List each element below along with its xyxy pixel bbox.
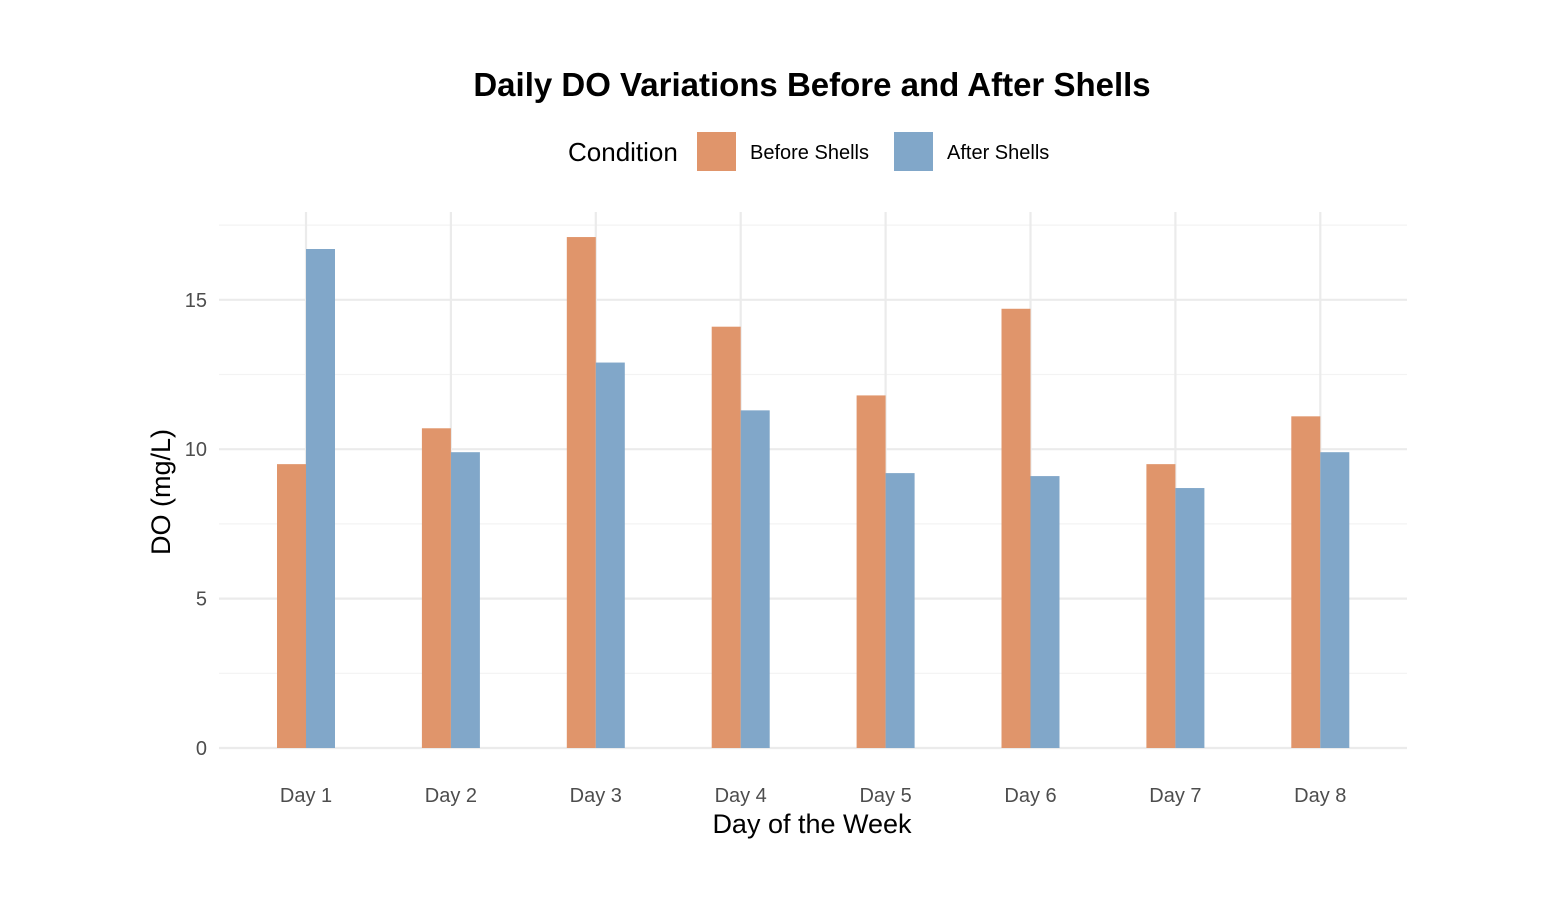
bar-before-shells [856,395,886,748]
bar-before-shells [421,428,451,748]
legend: Condition Before Shells After Shells [568,132,1049,171]
bar-after-shells [885,473,915,748]
bar-after-shells [1320,452,1350,748]
legend-swatch-before-shells [697,132,736,171]
y-axis-ticks: 0 5 10 15 [185,290,207,760]
bar-after-shells [595,362,625,748]
bar-before-shells [277,464,306,748]
x-tick-label: Day 5 [859,785,911,807]
legend-label-after-shells: After Shells [947,142,1049,164]
x-axis-title: Day of the Week [712,809,912,839]
bars [277,237,1350,748]
chart-title: Daily DO Variations Before and After She… [473,66,1150,103]
x-tick-label: Day 8 [1294,785,1346,807]
x-axis-ticks: Day 1 Day 2 Day 3 Day 4 Day 5 Day 6 Day 7 Day 8 [280,785,1347,807]
bar-before-shells [1146,464,1176,748]
x-tick-label: Day 2 [425,785,477,807]
grid-lines [219,212,1407,750]
bar-before-shells [711,326,741,748]
y-tick-label: 10 [185,439,207,461]
x-tick-label: Day 4 [715,785,767,807]
legend-swatch-after-shells [894,132,933,171]
legend-label-before-shells: Before Shells [750,142,869,164]
bar-before-shells [566,237,596,748]
y-tick-label: 5 [196,589,207,611]
x-tick-label: Day 1 [280,785,332,807]
x-tick-label: Day 6 [1004,785,1056,807]
y-axis-title: DO (mg/L) [146,429,176,555]
bar-after-shells [306,249,335,748]
legend-title: Condition [568,137,678,167]
x-tick-label: Day 3 [570,785,622,807]
bar-after-shells [740,410,770,748]
bar-before-shells [1001,308,1031,748]
y-tick-label: 15 [185,290,207,312]
bar-after-shells [1175,488,1205,748]
bar-after-shells [1030,476,1060,748]
bar-before-shells [1291,416,1321,748]
bar-after-shells [450,452,480,748]
y-tick-label: 0 [196,738,207,760]
x-tick-label: Day 7 [1149,785,1201,807]
